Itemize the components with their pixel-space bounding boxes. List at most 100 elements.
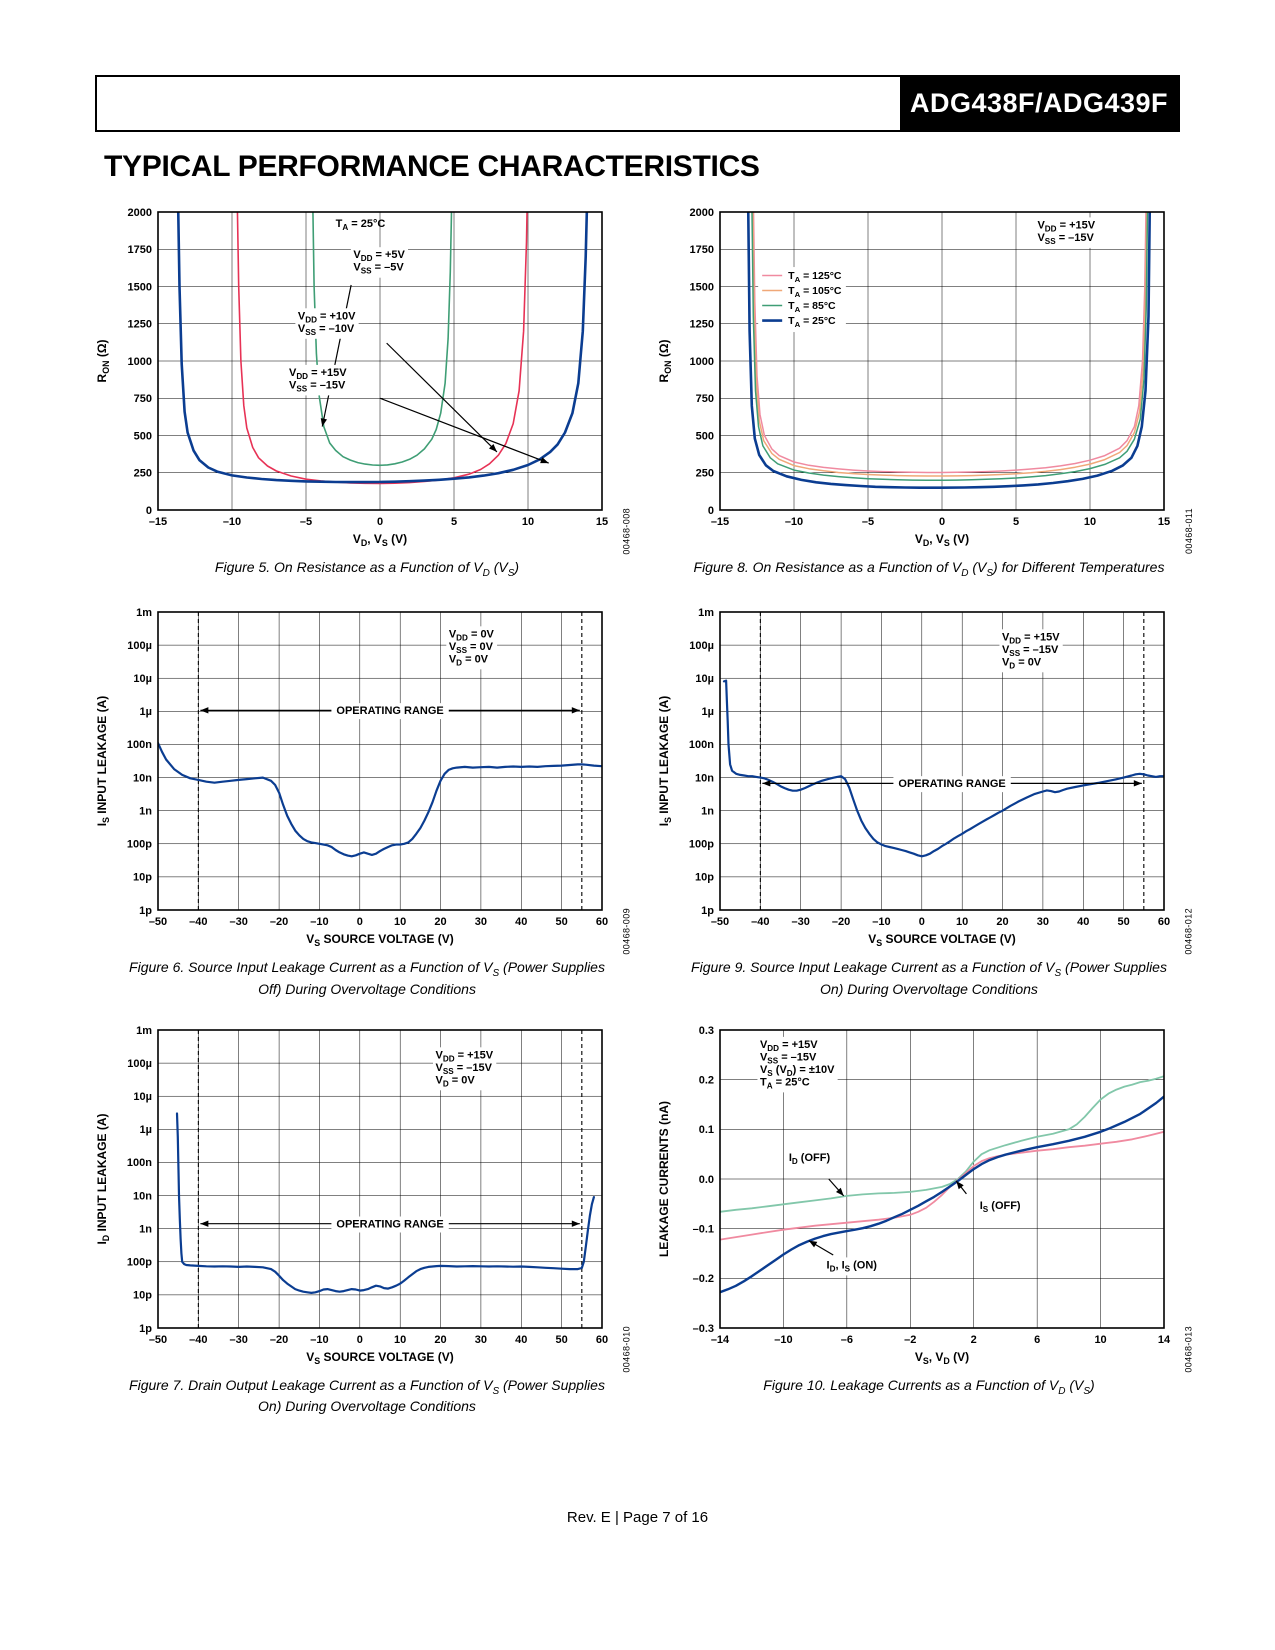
figure-5-chart: –15 –10 –5 0 5 10 15 0 250 500 750 1000 1250 1500 1750…: [95, 207, 608, 548]
svg-text:ID, IS (ON): ID, IS (ON): [827, 1259, 878, 1273]
svg-text:LEAKAGE CURRENTS (nA): LEAKAGE CURRENTS (nA): [657, 1101, 671, 1257]
svg-text:–5: –5: [862, 516, 874, 528]
part-number: ADG438F/ADG439F: [900, 77, 1178, 130]
svg-text:10µ: 10µ: [133, 1091, 152, 1103]
figure-10-chart-wrap: –14 –10 –6 –2 2 6 10 14 –0.3 –0.2 –0.1 0.0 0.1 0.2 0.3…: [654, 1020, 1194, 1373]
figure-5-block: –15 –10 –5 0 5 10 15 0 250 500 750 1000 1250 1500 1750…: [92, 202, 642, 580]
svg-text:–5: –5: [300, 516, 312, 528]
svg-text:14: 14: [1158, 1334, 1171, 1346]
svg-text:1m: 1m: [136, 607, 152, 619]
svg-text:RON (Ω): RON (Ω): [95, 340, 111, 383]
svg-text:VDD = +15V: VDD = +15V: [436, 1049, 494, 1063]
svg-text:100µ: 100µ: [127, 1058, 152, 1070]
svg-text:60: 60: [1158, 916, 1170, 928]
figure-6-caption: Figure 6. Source Input Leakage Current a…: [129, 959, 605, 997]
svg-text:1500: 1500: [690, 281, 714, 293]
svg-text:VD = 0V: VD = 0V: [449, 654, 489, 668]
svg-text:–6: –6: [841, 1334, 853, 1346]
figure-7-code: 00468-010: [622, 1326, 632, 1373]
svg-text:RON (Ω): RON (Ω): [657, 340, 673, 383]
figure-10-code: 00468-013: [1184, 1326, 1194, 1373]
svg-text:VDD = 0V: VDD = 0V: [449, 629, 495, 643]
svg-text:1p: 1p: [701, 905, 714, 917]
svg-text:TA = 25°C: TA = 25°C: [788, 315, 836, 329]
svg-text:15: 15: [596, 516, 608, 528]
svg-text:TA = 85°C: TA = 85°C: [788, 300, 836, 314]
svg-text:–10: –10: [785, 516, 803, 528]
figure-8-code: 00468-011: [1184, 508, 1194, 554]
svg-text:–15: –15: [711, 516, 729, 528]
svg-text:0: 0: [919, 916, 925, 928]
svg-text:10µ: 10µ: [695, 673, 714, 685]
figure-9-chart-wrap: –50 –40 –30 –20 –10 0 10 20 30 40 50 60 1m 100µ 10µ 1µ 1…: [654, 602, 1194, 955]
svg-text:20: 20: [996, 916, 1008, 928]
svg-text:VS (VD) = ±10V: VS (VD) = ±10V: [760, 1064, 835, 1078]
svg-text:2000: 2000: [690, 207, 714, 219]
figure-8-chart: –15 –10 –5 0 5 10 15 0 250 500 750 1000 1250 1500 1750…: [657, 207, 1170, 548]
svg-text:VSS = –10V: VSS = –10V: [298, 323, 355, 337]
svg-text:VDD = +15V: VDD = +15V: [1037, 219, 1095, 233]
figure-8-caption: Figure 8. On Resistance as a Function of…: [693, 559, 1165, 579]
svg-text:50: 50: [556, 1334, 568, 1346]
svg-text:IS INPUT LEAKAGE (A): IS INPUT LEAKAGE (A): [95, 696, 111, 827]
svg-text:–30: –30: [230, 916, 248, 928]
svg-text:100µ: 100µ: [127, 640, 152, 652]
svg-text:VSS = –15V: VSS = –15V: [1002, 644, 1059, 658]
svg-text:–14: –14: [711, 1334, 730, 1346]
svg-text:–50: –50: [711, 916, 729, 928]
svg-text:–30: –30: [230, 1334, 248, 1346]
svg-text:VSS = –15V: VSS = –15V: [760, 1051, 817, 1065]
svg-text:–10: –10: [310, 916, 328, 928]
svg-text:VDD = +15V: VDD = +15V: [1002, 632, 1060, 646]
svg-text:0: 0: [357, 1334, 363, 1346]
figure-7-chart-wrap: –50 –40 –30 –20 –10 0 10 20 30 40 50 60 1m 100µ 10µ 1µ 1…: [92, 1020, 632, 1373]
svg-text:10µ: 10µ: [133, 673, 152, 685]
svg-text:VS SOURCE VOLTAGE (V): VS SOURCE VOLTAGE (V): [868, 932, 1016, 948]
svg-text:1n: 1n: [139, 1224, 152, 1236]
svg-text:–10: –10: [223, 516, 241, 528]
svg-text:100µ: 100µ: [689, 640, 714, 652]
svg-text:VD, VS (V): VD, VS (V): [353, 532, 407, 548]
svg-text:0: 0: [708, 505, 714, 517]
page-title: TYPICAL PERFORMANCE CHARACTERISTICS: [104, 150, 760, 183]
svg-text:10p: 10p: [695, 872, 714, 884]
svg-text:1m: 1m: [136, 1025, 152, 1037]
svg-text:1000: 1000: [690, 356, 714, 368]
svg-text:–50: –50: [149, 916, 167, 928]
svg-text:250: 250: [134, 468, 152, 480]
svg-text:20: 20: [434, 916, 446, 928]
svg-text:40: 40: [515, 1334, 527, 1346]
figure-7-caption: Figure 7. Drain Output Leakage Current a…: [129, 1377, 605, 1415]
svg-text:1µ: 1µ: [140, 1124, 152, 1136]
figures-grid: –15 –10 –5 0 5 10 15 0 250 500 750 1000 1250 1500 1750…: [92, 202, 1204, 1416]
svg-text:–20: –20: [270, 916, 288, 928]
svg-text:–10: –10: [310, 1334, 328, 1346]
figure-6-block: –50 –40 –30 –20 –10 0 10 20 30 40 50 60 1m 100µ 10µ 1µ 1…: [92, 602, 642, 998]
svg-text:TA = 105°C: TA = 105°C: [788, 285, 842, 299]
svg-text:60: 60: [596, 1334, 608, 1346]
svg-text:VD = 0V: VD = 0V: [436, 1074, 476, 1088]
svg-text:15: 15: [1158, 516, 1170, 528]
figure-6-chart-wrap: –50 –40 –30 –20 –10 0 10 20 30 40 50 60 1m 100µ 10µ 1µ 1…: [92, 602, 632, 955]
svg-text:10n: 10n: [133, 773, 152, 785]
svg-text:VS SOURCE VOLTAGE (V): VS SOURCE VOLTAGE (V): [306, 1350, 454, 1366]
svg-text:VSS = –15V: VSS = –15V: [436, 1062, 493, 1076]
svg-text:10: 10: [956, 916, 968, 928]
figure-10-caption: Figure 10. Leakage Currents as a Functio…: [763, 1377, 1095, 1397]
svg-text:5: 5: [1013, 516, 1019, 528]
svg-text:2: 2: [971, 1334, 977, 1346]
svg-text:2000: 2000: [128, 207, 152, 219]
svg-text:50: 50: [1118, 916, 1130, 928]
figure-9-code: 00468-012: [1184, 908, 1194, 955]
svg-text:0: 0: [357, 916, 363, 928]
svg-text:1250: 1250: [690, 319, 714, 331]
svg-text:10p: 10p: [133, 1290, 152, 1302]
svg-text:50: 50: [556, 916, 568, 928]
svg-text:5: 5: [451, 516, 457, 528]
svg-text:VS SOURCE VOLTAGE (V): VS SOURCE VOLTAGE (V): [306, 932, 454, 948]
svg-text:OPERATING RANGE: OPERATING RANGE: [336, 1219, 443, 1231]
svg-text:750: 750: [134, 393, 152, 405]
svg-text:–40: –40: [751, 916, 769, 928]
figure-7-chart: –50 –40 –30 –20 –10 0 10 20 30 40 50 60 1m 100µ 10µ 1µ 1…: [95, 1025, 608, 1366]
figure-8-block: –15 –10 –5 0 5 10 15 0 250 500 750 1000 1250 1500 1750…: [654, 202, 1204, 580]
